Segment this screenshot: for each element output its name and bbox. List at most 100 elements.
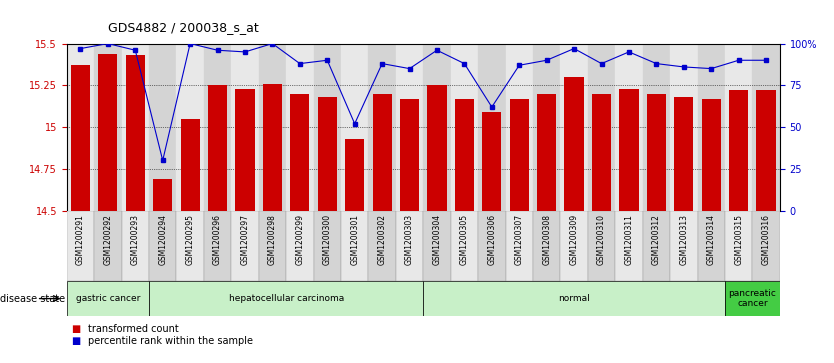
Bar: [94, 211, 122, 281]
Bar: [67, 281, 149, 316]
Text: GSM1200308: GSM1200308: [542, 214, 551, 265]
Text: pancreatic
cancer: pancreatic cancer: [728, 289, 776, 308]
Bar: [565, 77, 584, 211]
Bar: [674, 97, 693, 211]
Bar: [122, 211, 149, 281]
Bar: [369, 44, 396, 211]
Text: GSM1200314: GSM1200314: [706, 214, 716, 265]
Bar: [290, 94, 309, 211]
Text: GSM1200293: GSM1200293: [131, 214, 140, 265]
Text: transformed count: transformed count: [88, 323, 178, 334]
Bar: [643, 44, 670, 211]
Bar: [725, 281, 780, 316]
Text: GSM1200316: GSM1200316: [761, 214, 771, 265]
Bar: [67, 44, 94, 211]
Bar: [592, 94, 611, 211]
Text: GSM1200303: GSM1200303: [405, 214, 414, 265]
Bar: [478, 44, 505, 211]
Bar: [588, 44, 615, 211]
Bar: [149, 211, 177, 281]
Bar: [341, 44, 369, 211]
Bar: [756, 90, 776, 211]
Text: GSM1200313: GSM1200313: [680, 214, 688, 265]
Bar: [533, 44, 560, 211]
Bar: [423, 211, 450, 281]
Bar: [588, 211, 615, 281]
Text: GSM1200301: GSM1200301: [350, 214, 359, 265]
Bar: [537, 94, 556, 211]
Bar: [396, 211, 423, 281]
Bar: [203, 44, 231, 211]
Bar: [643, 211, 670, 281]
Bar: [615, 211, 643, 281]
Text: disease state: disease state: [0, 294, 65, 304]
Bar: [263, 83, 282, 211]
Text: gastric cancer: gastric cancer: [76, 294, 140, 303]
Bar: [208, 85, 227, 211]
Bar: [533, 211, 560, 281]
Bar: [94, 44, 122, 211]
Bar: [71, 65, 90, 211]
Bar: [427, 85, 446, 211]
Bar: [560, 44, 588, 211]
Bar: [478, 211, 505, 281]
Bar: [620, 89, 639, 211]
Bar: [615, 44, 643, 211]
Text: GSM1200315: GSM1200315: [734, 214, 743, 265]
Bar: [231, 44, 259, 211]
Bar: [203, 211, 231, 281]
Bar: [701, 99, 721, 211]
Bar: [647, 94, 666, 211]
Bar: [423, 44, 450, 211]
Bar: [505, 211, 533, 281]
Text: GDS4882 / 200038_s_at: GDS4882 / 200038_s_at: [108, 21, 259, 34]
Text: GSM1200299: GSM1200299: [295, 214, 304, 265]
Bar: [450, 211, 478, 281]
Bar: [725, 44, 752, 211]
Bar: [697, 44, 725, 211]
Text: ■: ■: [71, 323, 80, 334]
Bar: [423, 281, 725, 316]
Bar: [400, 99, 420, 211]
Text: GSM1200305: GSM1200305: [460, 214, 469, 265]
Bar: [482, 112, 501, 211]
Bar: [231, 211, 259, 281]
Bar: [505, 44, 533, 211]
Text: GSM1200309: GSM1200309: [570, 214, 579, 265]
Bar: [314, 44, 341, 211]
Text: GSM1200291: GSM1200291: [76, 214, 85, 265]
Bar: [455, 99, 474, 211]
Bar: [153, 179, 173, 211]
Text: normal: normal: [558, 294, 590, 303]
Bar: [259, 44, 286, 211]
Text: ■: ■: [71, 336, 80, 346]
Bar: [177, 211, 203, 281]
Bar: [314, 211, 341, 281]
Bar: [149, 281, 423, 316]
Bar: [286, 211, 314, 281]
Bar: [177, 44, 203, 211]
Bar: [752, 211, 780, 281]
Bar: [560, 211, 588, 281]
Text: GSM1200302: GSM1200302: [378, 214, 387, 265]
Bar: [725, 211, 752, 281]
Bar: [235, 89, 254, 211]
Bar: [729, 90, 748, 211]
Text: GSM1200298: GSM1200298: [268, 214, 277, 265]
Text: GSM1200311: GSM1200311: [625, 214, 634, 265]
Bar: [341, 211, 369, 281]
Text: hepatocellular carcinoma: hepatocellular carcinoma: [229, 294, 344, 303]
Text: GSM1200307: GSM1200307: [515, 214, 524, 265]
Bar: [286, 44, 314, 211]
Bar: [752, 44, 780, 211]
Text: GSM1200296: GSM1200296: [213, 214, 222, 265]
Bar: [670, 211, 697, 281]
Bar: [67, 211, 94, 281]
Bar: [670, 44, 697, 211]
Text: GSM1200304: GSM1200304: [433, 214, 441, 265]
Text: GSM1200292: GSM1200292: [103, 214, 113, 265]
Bar: [396, 44, 423, 211]
Text: GSM1200310: GSM1200310: [597, 214, 606, 265]
Bar: [510, 99, 529, 211]
Bar: [373, 94, 392, 211]
